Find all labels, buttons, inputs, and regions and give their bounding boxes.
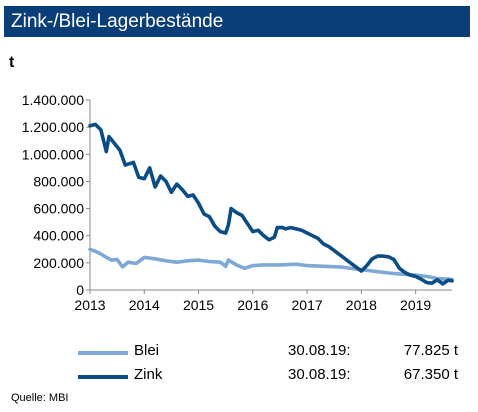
y-tick-label: 800.000: [33, 173, 84, 189]
x-tick-label: 2013: [74, 297, 105, 313]
y-tick-label: 1.000.000: [22, 146, 84, 162]
chart-title: Zink-/Blei-Lagerbestände: [11, 11, 224, 32]
x-tick-label: 2014: [129, 297, 160, 313]
x-tick-label: 2018: [346, 297, 377, 313]
series-line-blei: [88, 247, 454, 282]
x-tick-label: 2017: [292, 297, 323, 313]
y-tick-label: 0: [76, 282, 84, 298]
y-tick-label: 1.400.000: [22, 92, 84, 108]
source-note: Quelle: MBI: [11, 392, 69, 404]
legend-series-name: Zink: [134, 366, 163, 383]
series-line-zink: [88, 122, 454, 286]
x-tick-label: 2016: [237, 297, 268, 313]
legend-line-blei: [78, 351, 128, 355]
legend-date: 30.08.19:: [288, 342, 351, 359]
y-tick-label: 1.200.000: [22, 119, 84, 135]
y-tick-label: 600.000: [33, 201, 84, 217]
legend-entry-zink: Zink 30.08.19: 67.350 t: [78, 366, 458, 386]
legend-entry-blei: Blei 30.08.19: 77.825 t: [78, 342, 458, 362]
chart-title-bar: Zink-/Blei-Lagerbestände: [4, 6, 470, 37]
line-chart: 0 200.000 400.000 600.000 800.000 1.000.000 1.…: [22, 92, 454, 313]
y-tick-label: 200.000: [33, 255, 84, 271]
legend-date: 30.08.19:: [288, 366, 351, 383]
y-axis-unit-label: t: [9, 54, 15, 71]
x-tick-label: 2019: [400, 297, 431, 313]
x-tick-label: 2015: [183, 297, 214, 313]
legend-value: 77.825 t: [403, 342, 458, 359]
legend-line-zink: [78, 375, 128, 379]
y-tick-label: 400.000: [33, 228, 84, 244]
legend-value: 67.350 t: [403, 366, 458, 383]
legend-series-name: Blei: [134, 342, 160, 359]
